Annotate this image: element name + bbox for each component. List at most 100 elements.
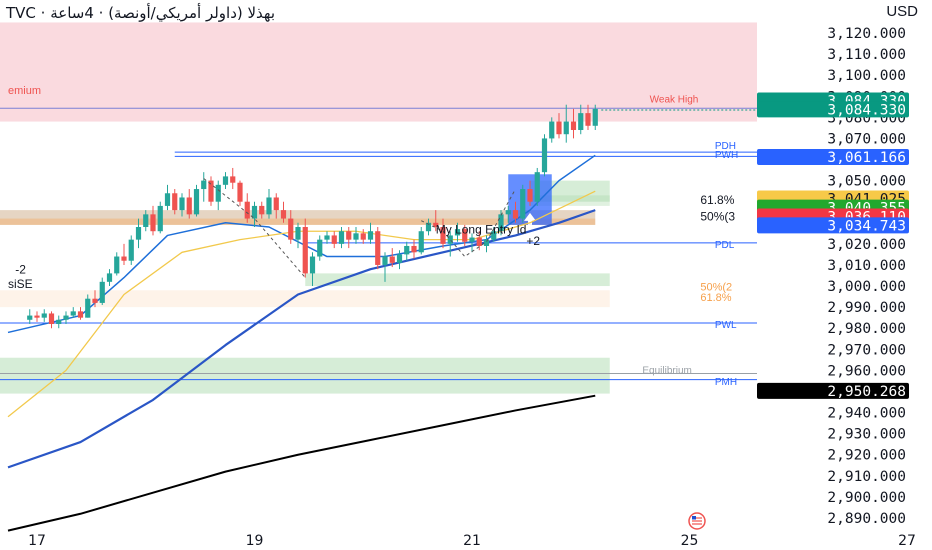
moving-average-0 <box>7 154 596 334</box>
candle-body <box>302 227 308 274</box>
candle-body <box>309 256 316 274</box>
candle-body <box>425 222 432 232</box>
price-tick-label: 3,110.000 <box>827 47 906 63</box>
price-axis-background <box>760 0 932 550</box>
time-axis[interactable]: 1719212527أبريل <box>28 512 932 549</box>
candle-body <box>418 231 424 253</box>
price-tick-label: 2,890.000 <box>827 511 906 527</box>
candle-body <box>128 239 134 261</box>
candle-body <box>164 193 171 206</box>
price-tick-label: 3,100.000 <box>827 68 906 84</box>
candle-body <box>99 281 105 303</box>
price-tag <box>757 148 909 165</box>
candle-body <box>367 231 374 240</box>
candle-body <box>534 172 540 202</box>
candle-body <box>179 197 185 211</box>
candle-body <box>382 256 388 265</box>
time-tick-label: 25 <box>681 533 699 549</box>
candle-body <box>48 313 55 324</box>
candle-body <box>433 222 439 227</box>
annotation-label: 61.8% <box>700 292 731 304</box>
candle-body <box>259 205 265 215</box>
candle-body <box>208 180 214 202</box>
candle-body <box>512 210 519 219</box>
candle-body <box>106 273 113 282</box>
zone-green-ob-2 <box>530 195 610 206</box>
price-axis[interactable]: 3,120.0003,110.0003,100.0003,090.0003,08… <box>760 0 932 550</box>
annotation-label: 61.8% <box>700 193 734 207</box>
candle-body <box>27 315 33 320</box>
annotation-label: siSE <box>8 277 33 291</box>
annotation-label: PMH <box>715 377 737 388</box>
candle-body <box>143 214 149 227</box>
symbol-title[interactable]: TVC · بهذلا (داولر أمريكي/أونصة) · 4ساعة <box>6 4 276 22</box>
zone-fib-low-orange <box>0 290 610 308</box>
zones-layer <box>0 22 757 394</box>
time-tick-label: 19 <box>246 533 264 549</box>
flag-icon-canton <box>692 516 696 520</box>
price-tick-label: 3,000.000 <box>827 279 906 295</box>
time-tick-label: 27 <box>898 533 916 549</box>
candle-body <box>570 121 577 130</box>
annotation-label: PWL <box>715 320 737 331</box>
annotation-label: 50%(3 <box>700 210 735 224</box>
price-tick-label: 2,900.000 <box>827 490 906 506</box>
annotation-label: Weak High <box>650 95 699 106</box>
zone-tan-block <box>0 210 596 225</box>
price-tag <box>757 101 909 118</box>
candle-body <box>563 121 569 135</box>
candle-body <box>201 180 207 190</box>
price-tick-label: 2,990.000 <box>827 300 906 316</box>
candle-body <box>462 229 468 242</box>
time-tick-label: 21 <box>463 533 481 549</box>
candle-body <box>585 113 591 126</box>
candle-body <box>404 245 410 255</box>
annotation-label: Equilibrium <box>642 366 691 377</box>
candle-body <box>41 313 47 318</box>
annotation-label: My Long Entry Id <box>436 222 527 236</box>
candle-body <box>476 237 482 246</box>
moving-average-3 <box>7 394 596 532</box>
price-tick-label: 2,920.000 <box>827 448 906 464</box>
swing-line-left <box>203 178 306 278</box>
candle-body <box>541 138 548 173</box>
price-tick-label: 3,020.000 <box>827 237 906 253</box>
annotation-label: 50%(2 <box>700 281 732 293</box>
candle-body <box>447 235 453 244</box>
candle-body <box>251 205 258 219</box>
price-tick-label: 2,960.000 <box>827 363 906 379</box>
candle-body <box>121 256 127 261</box>
candle-body <box>186 197 192 215</box>
currency-label[interactable]: USD <box>886 3 918 20</box>
price-tag-label: 3,061.166 <box>827 150 906 166</box>
price-tick-label: 2,910.000 <box>827 469 906 485</box>
candle-body <box>56 319 62 324</box>
candle-body <box>549 121 555 139</box>
candle-body <box>411 245 417 253</box>
annotation-label: PWH <box>715 150 738 161</box>
candle-body <box>230 176 236 183</box>
levels-layer <box>0 107 757 381</box>
price-tag-label: 3,034.743 <box>827 218 906 234</box>
candle-body <box>469 237 475 242</box>
zone-equilibrium <box>0 357 610 394</box>
swing-line-right <box>421 188 516 258</box>
zone-fib-orange <box>0 218 596 225</box>
candle-body <box>440 227 446 244</box>
annotation-label: +2 <box>526 234 540 248</box>
candle-body <box>375 231 381 265</box>
candle-body <box>172 193 178 211</box>
candle-body <box>353 233 359 240</box>
price-tag-label: 3,084.330 <box>827 102 906 118</box>
candle-body <box>324 235 330 240</box>
price-tag <box>757 217 909 234</box>
zone-premium <box>0 22 757 122</box>
candles-layer <box>27 104 598 329</box>
candle-body <box>578 113 584 130</box>
price-tags-layer: 3,084.3303,084.3303,061.1663,041.0253,04… <box>757 92 909 400</box>
price-tick-label: 3,010.000 <box>827 258 906 274</box>
candle-body <box>193 189 200 215</box>
annotation-label: PDL <box>715 240 735 251</box>
